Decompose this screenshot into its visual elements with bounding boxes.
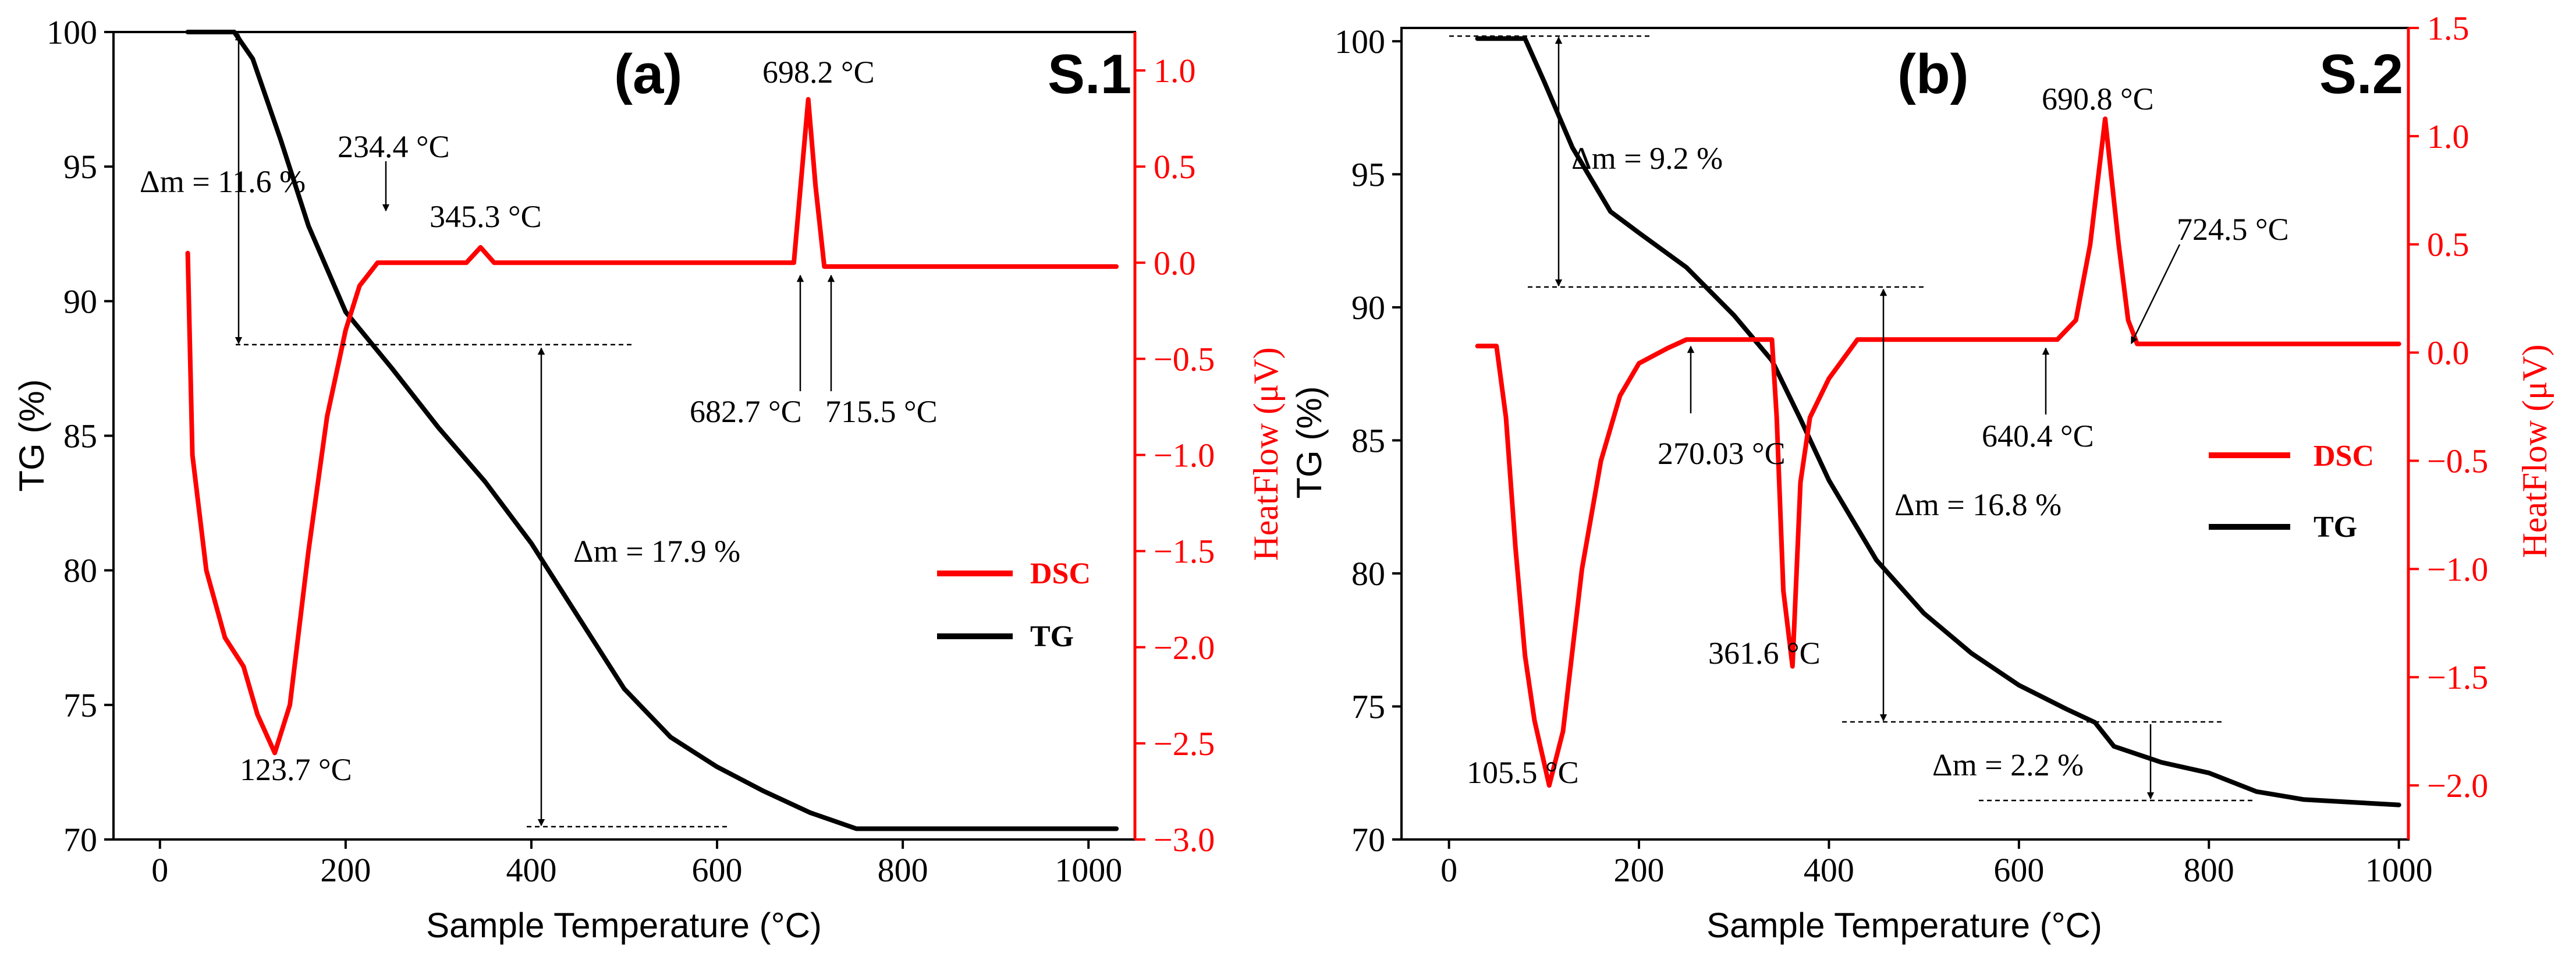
panel-a-x-tick-label: 800	[878, 851, 928, 889]
panel-a-y2-tick-label: −0.5	[1154, 340, 1215, 378]
panel-b-tg-curve	[1475, 36, 2401, 807]
panel-a-legend-dsc: DSC	[1030, 557, 1091, 590]
panel-a-y2-tick-label: 0.5	[1154, 148, 1196, 186]
panel-b-y-tick-label: 80	[1351, 555, 1385, 593]
panel-a-x-tick-label: 400	[506, 851, 556, 889]
panel-a-y2-tick-label: 0.0	[1154, 244, 1196, 282]
panel-b-annotation: 724.5 °C	[2177, 212, 2289, 247]
panel-b-y2-tick-label: 1.5	[2427, 9, 2469, 47]
panel-a-x-tick-label: 200	[320, 851, 371, 889]
panel-a-annotation: Δm = 11.6 %	[140, 164, 306, 199]
panel-b-annotation: 690.8 °C	[2042, 82, 2154, 116]
panel-b-y2-axis-title: HeatFlow (μV)	[2515, 344, 2554, 558]
panel-a-sample-label: S.1	[1048, 43, 1131, 105]
panel-b-x-tick-label: 600	[1993, 851, 2044, 889]
panel-b-y-axis-title: TG (%)	[1290, 386, 1329, 498]
panel-a-label: (a)	[614, 43, 682, 105]
panel-a-dsc-curve	[185, 97, 1119, 756]
panel-a-x-tick-label: 0	[151, 851, 168, 889]
panel-b-x-tick-label: 1000	[2365, 851, 2433, 889]
panel-b-frame	[1400, 27, 2410, 841]
panel-a-y-tick-label: 95	[63, 148, 97, 186]
panel-a-y2-tick-label: −1.0	[1154, 437, 1215, 474]
panel-a-guides	[235, 33, 835, 828]
panel-b-y2-tick-label: −2.0	[2427, 767, 2488, 805]
panel-a-annotation: 682.7 °C	[690, 394, 802, 429]
panel-a-x-tick-label: 1000	[1055, 851, 1122, 889]
panel-a: 0 200 400 600 800 1000 70 75 80 85 90 95 100 −3.0 −2.5…	[12, 13, 1285, 945]
panel-a-y-tick-label: 90	[63, 282, 97, 320]
panel-a-y-axis-title: TG (%)	[12, 379, 51, 491]
panel-b-annotation: Δm = 16.8 %	[1894, 487, 2061, 522]
panel-b-legend-dsc: DSC	[2314, 440, 2374, 473]
panel-b-label: (b)	[1897, 43, 1969, 105]
panel-b: 0 200 400 600 800 1000 70 75 80 85 90 95 100 −2.0 −1.5…	[1290, 9, 2554, 945]
panel-b-annotation: Δm = 9.2 %	[1571, 141, 1723, 176]
panel-b-y-tick-label: 85	[1351, 421, 1385, 459]
panel-b-y-tick-label: 95	[1351, 155, 1385, 193]
panel-a-y2-tick-label: −3.0	[1154, 821, 1215, 859]
panel-b-annotation: 105.5 °C	[1467, 755, 1579, 790]
panel-a-y2-tick-label: −1.5	[1154, 533, 1215, 571]
panel-b-y2-tick-label: −1.0	[2427, 550, 2488, 588]
panel-a-y-tick-label: 75	[63, 686, 97, 724]
panel-a-y-tick-label: 80	[63, 552, 97, 590]
panel-a-annotation: 698.2 °C	[762, 55, 875, 90]
panel-a-y2-axis-title: HeatFlow (μV)	[1247, 347, 1285, 561]
panel-b-x-axis-title: Sample Temperature (°C)	[1706, 906, 2102, 945]
panel-b-x-tick-label: 200	[1614, 851, 1665, 889]
panel-b-annotation: Δm = 2.2 %	[1932, 747, 2084, 782]
panel-b-x-tick-label: 0	[1440, 851, 1457, 889]
panel-b-y-tick-label: 90	[1351, 289, 1385, 327]
panel-a-annotation: 345.3 °C	[430, 199, 542, 234]
panel-a-y2-tick-label: 1.0	[1154, 52, 1196, 90]
panel-b-y-tick-label: 75	[1351, 688, 1385, 725]
panel-b-y2-tick-label: 0.5	[2427, 226, 2469, 264]
panel-b-annotation: 640.4 °C	[1982, 419, 2094, 454]
panel-b-x-tick-label: 400	[1804, 851, 1854, 889]
panel-a-tg-curve	[185, 30, 1119, 831]
panel-b-x-tick-label: 800	[2184, 851, 2234, 889]
panel-b-dsc-curve	[1475, 116, 2401, 788]
panel-a-annotation: 715.5 °C	[825, 394, 938, 429]
panel-b-annotation: 270.03 °C	[1658, 436, 1786, 471]
panel-b-y2-tick-label: 1.0	[2427, 118, 2469, 155]
panel-a-annotation: Δm = 17.9 %	[573, 534, 740, 569]
panel-b-y2-tick-label: −0.5	[2427, 442, 2488, 480]
panel-a-x-tick-label: 600	[692, 851, 743, 889]
panel-b-legend-tg: TG	[2314, 511, 2357, 544]
panel-b-sample-label: S.2	[2319, 43, 2403, 105]
panel-a-x-axis-title: Sample Temperature (°C)	[426, 906, 822, 945]
panel-a-y-tick-label: 100	[47, 13, 97, 51]
panel-a-legend-tg: TG	[1030, 620, 1074, 653]
panel-a-annotation: 234.4 °C	[338, 129, 450, 164]
panel-a-y2-tick-label: −2.0	[1154, 629, 1215, 667]
panel-a-frame	[112, 31, 1136, 841]
panel-a-y-tick-label: 85	[63, 417, 97, 455]
panel-b-y2-tick-label: 0.0	[2427, 334, 2469, 372]
panel-b-y-tick-label: 100	[1335, 23, 1385, 61]
panel-a-annotation: 123.7 °C	[240, 752, 352, 787]
panel-b-y-tick-label: 70	[1351, 821, 1385, 859]
panel-a-y2-tick-label: −2.5	[1154, 725, 1215, 763]
panel-b-y2-tick-label: −1.5	[2427, 658, 2488, 696]
panel-a-y-tick-label: 70	[63, 821, 97, 859]
panel-b-annotation: 361.6 °C	[1708, 636, 1821, 671]
panel-b-guides	[1449, 35, 2252, 802]
